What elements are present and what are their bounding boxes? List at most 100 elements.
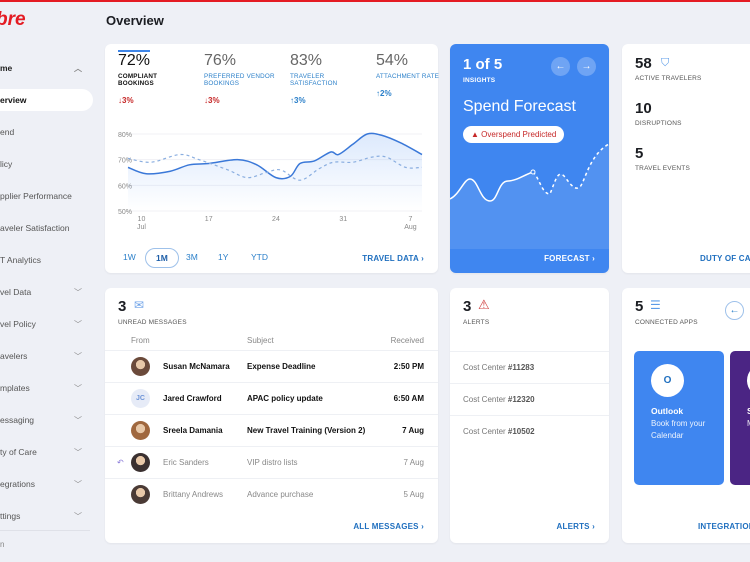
forecast-label: FORECAST (544, 254, 590, 263)
range-1y[interactable]: 1Y (218, 252, 229, 262)
overspend-badge: ▲ Overspend Predicted (463, 126, 565, 143)
sidebar-item[interactable]: ttings ﹀ (0, 505, 93, 527)
kpi-value: 72% (118, 52, 151, 69)
message-from: Jared Crawford (163, 394, 222, 403)
message-from: Sreela Damania (163, 426, 223, 435)
sidebar-item-label: ty of Care (0, 447, 37, 457)
chevron-down-icon: ﹀ (74, 415, 82, 425)
kpi-tab[interactable]: 76% PREFERRED VENDOR BOOKINGS ↓3% (204, 52, 279, 105)
message-time: 5 Aug (403, 490, 424, 499)
col-from[interactable]: From (131, 336, 150, 345)
message-time: 7 Aug (403, 458, 424, 467)
alerts-caption: ALERTS (463, 319, 490, 326)
alert-row[interactable]: Cost Center #10502 (450, 415, 609, 447)
stat-label: DISRUPTIONS (635, 120, 682, 127)
next-arrow-icon[interactable]: → (577, 57, 596, 76)
sidebar-item[interactable]: end (0, 121, 93, 143)
message-row[interactable]: Susan McNamara Expense Deadline 2:50 PM (105, 350, 438, 382)
x-tick-label: 17 (205, 216, 213, 223)
previous-arrow-icon[interactable]: ← (551, 57, 570, 76)
travel-data-link[interactable]: TRAVEL DATA › (362, 254, 424, 263)
alerts-link[interactable]: ALERTS › (556, 522, 595, 531)
envelope-open-icon: ✉ (134, 298, 145, 312)
range-1w[interactable]: 1W (123, 252, 136, 262)
sidebar-item[interactable]: pplier Performance (0, 185, 93, 207)
range-1m[interactable]: 1M (145, 248, 179, 268)
avatar-initials: JC (131, 389, 150, 408)
app-card[interactable]: O Outlook Book from your Calendar (634, 351, 724, 485)
insight-title: Spend Forecast (463, 98, 576, 115)
sidebar-item[interactable]: egrations ﹀ (0, 473, 93, 495)
apps-previous-icon[interactable]: ← (725, 301, 744, 320)
sidebar-item[interactable]: vel Policy ﹀ (0, 313, 93, 335)
avatar (131, 421, 150, 440)
apps-count: 5 (635, 298, 644, 315)
sidebar-item[interactable]: vel Data ﹀ (0, 281, 93, 303)
kpi-tab[interactable]: 83% TRAVELER SATISFACTION ↑3% (290, 52, 365, 105)
badge-label: Overspend Predicted (481, 130, 557, 139)
sidebar-item-label: me (0, 63, 13, 73)
sidebar-item-label: essaging (0, 415, 35, 425)
sidebar-item[interactable]: essaging ﹀ (0, 409, 93, 431)
x-tick-label: 24 (272, 216, 280, 223)
brand-logo[interactable]: bre (0, 9, 26, 30)
sidebar-item[interactable]: licy (0, 153, 93, 175)
duty-of-care-link[interactable]: DUTY OF CAR (700, 254, 750, 263)
sidebar-item[interactable]: mplates ﹀ (0, 377, 93, 399)
col-subject[interactable]: Subject (247, 336, 274, 345)
sidebar-item[interactable]: erview (0, 89, 93, 111)
chevron-down-icon: ﹀ (74, 479, 82, 489)
sidebar-item-label: avelers (0, 351, 28, 361)
duty-stat: 5 TRAVEL EVENTS (635, 145, 690, 172)
x-tick-sublabel: Aug (404, 224, 417, 231)
message-subject: VIP distro lists (247, 458, 298, 467)
range-3m[interactable]: 3M (186, 252, 198, 262)
stat-value: 10 (635, 100, 652, 117)
top-accent-bar (0, 0, 750, 2)
sidebar-item-label: vel Data (0, 287, 32, 297)
x-tick-label: 31 (339, 216, 347, 223)
messages-card: 3 ✉ UNREAD MESSAGES From Subject Receive… (105, 288, 438, 543)
message-row[interactable]: Brittany Andrews Advance purchase 5 Aug (105, 478, 438, 510)
chevron-down-icon: ﹀ (74, 511, 82, 521)
series-line-current (127, 132, 423, 180)
forecast-link[interactable]: FORECAST › (544, 254, 595, 263)
sidebar-item[interactable]: me ︿ (0, 57, 93, 79)
chevron-down-icon: ﹀ (74, 319, 82, 329)
all-messages-link[interactable]: ALL MESSAGES › (353, 522, 424, 531)
kpi-tab[interactable]: 54% ATTACHMENT RATE ↑2% (376, 52, 451, 98)
kpi-label: PREFERRED VENDOR BOOKINGS (204, 73, 275, 87)
col-received[interactable]: Received (390, 336, 424, 345)
message-row[interactable]: Sreela Damania New Travel Training (Versi… (105, 414, 438, 446)
sidebar-item[interactable]: avelers ﹀ (0, 345, 93, 367)
app-card[interactable]: S M c (730, 351, 750, 485)
y-tick-label: 50% (118, 209, 132, 216)
integrations-link[interactable]: INTEGRATION (698, 522, 750, 531)
range-ytd[interactable]: YTD (251, 252, 268, 262)
reply-icon: ↶ (117, 458, 124, 467)
message-row[interactable]: ↶ Eric Sanders VIP distro lists 7 Aug (105, 446, 438, 478)
sidebar-item[interactable]: aveler Satisfaction (0, 217, 93, 239)
kpi-tab[interactable]: 72% COMPLIANT BOOKINGS ↓3% (118, 50, 193, 105)
x-tick-label: 7 (409, 216, 413, 223)
sidebar-item-label: egrations (0, 479, 35, 489)
shield-icon: ⛉ (661, 57, 670, 69)
alerts-label: ALERTS (556, 522, 590, 531)
sidebar-item-label: T Analytics (0, 255, 41, 265)
sidebar-item[interactable]: ty of Care ﹀ (0, 441, 93, 463)
alert-row[interactable]: Cost Center #12320 (450, 383, 609, 415)
message-time: 6:50 AM (393, 394, 424, 403)
message-row[interactable]: JC Jared Crawford APAC policy update 6:50 A… (105, 382, 438, 414)
alert-prefix: Cost Center (463, 427, 508, 436)
sidebar-item-label: end (0, 127, 15, 137)
sidebar-item[interactable]: T Analytics (0, 249, 93, 271)
avatar (131, 357, 150, 376)
kpi-value: 76% (204, 52, 237, 69)
app-logo-icon: O (651, 364, 684, 397)
chevron-down-icon: ﹀ (74, 287, 82, 297)
sidebar-footer: n (0, 540, 5, 549)
alert-row[interactable]: Cost Center #11283 (450, 351, 609, 383)
alert-id: #12320 (507, 395, 535, 404)
y-tick-label: 80% (118, 132, 132, 139)
